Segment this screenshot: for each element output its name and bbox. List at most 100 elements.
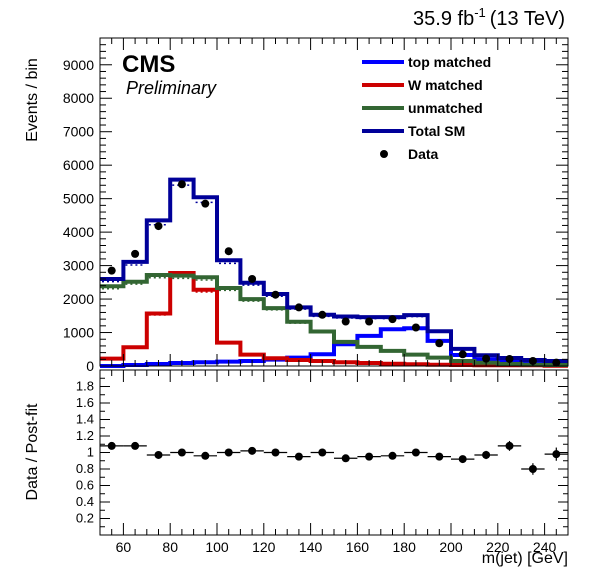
ratio-point	[334, 454, 358, 463]
ratio-y-tick-label: 0.4	[76, 494, 94, 509]
legend-label: W matched	[408, 77, 483, 93]
data-point-marker	[107, 266, 116, 275]
ratio-point	[310, 448, 334, 457]
ratio-y-axis-label: Data / Post-fit	[24, 403, 41, 500]
ratio-point-marker	[411, 448, 420, 457]
x-tick-label: 160	[346, 539, 370, 555]
data-point-marker	[294, 303, 303, 312]
ratio-point-marker	[248, 446, 257, 455]
ratio-point-marker	[365, 452, 374, 461]
data-point-marker	[201, 199, 210, 208]
data-point	[294, 303, 303, 312]
ratio-point-marker	[224, 448, 233, 457]
data-point-marker	[458, 350, 467, 359]
ratio-y-tick-label: 1.4	[76, 412, 94, 427]
data-point	[411, 323, 420, 332]
ratio-point-marker	[552, 450, 561, 459]
energy-label: (13 TeV)	[490, 8, 565, 30]
legend-label: Total SM	[408, 123, 465, 139]
legend-label: unmatched	[408, 100, 483, 116]
data-point-marker	[341, 317, 350, 326]
data-point	[201, 199, 210, 208]
x-tick-label: 100	[205, 539, 229, 555]
ratio-axes: 0.2 0.40.6 0.81 1.21.4 1.61.8 60 80 100 120 140 16…	[24, 369, 569, 567]
ratio-point-marker	[435, 452, 444, 461]
ratio-point-marker	[388, 451, 397, 460]
ratio-point	[123, 441, 147, 450]
ratio-y-tick-label: 0.6	[76, 478, 94, 493]
ratio-points-layer	[100, 440, 568, 475]
data-point-marker	[131, 249, 140, 258]
data-point	[318, 310, 327, 319]
data-point	[131, 249, 140, 258]
x-tick-label: 140	[299, 539, 323, 555]
y-tick-label: 3000	[63, 258, 94, 274]
legend: top matched W matched unmatched Total SM Dat…	[362, 54, 491, 162]
x-tick-label: 180	[393, 539, 417, 555]
ratio-point	[263, 448, 288, 457]
ratio-point	[427, 452, 451, 461]
ratio-point	[357, 452, 381, 461]
data-point-marker	[224, 247, 233, 256]
data-point	[271, 290, 280, 299]
data-point	[177, 180, 186, 189]
ratio-point	[170, 448, 194, 457]
legend-item-top-matched: top matched	[362, 54, 491, 70]
legend-label: Data	[408, 146, 439, 162]
data-point	[482, 354, 491, 363]
data-point	[365, 317, 374, 326]
data-point-marker	[248, 274, 257, 283]
data-point-marker	[482, 354, 491, 363]
main-series-layer	[100, 177, 568, 368]
ratio-point-marker	[201, 451, 210, 460]
ratio-point-marker	[341, 454, 350, 463]
ratio-point-marker	[107, 441, 116, 450]
ratio-point-marker	[482, 450, 491, 459]
x-axis-label: m(jet) [GeV]	[482, 550, 568, 567]
ratio-point-marker	[131, 441, 140, 450]
legend-item-total-sm: Total SM	[362, 123, 465, 139]
data-point	[505, 354, 514, 363]
ratio-y-tick-label: 1	[87, 445, 94, 460]
y-tick-label: 1000	[63, 325, 94, 341]
cms-logo-text: CMS	[122, 51, 175, 78]
data-point-marker	[271, 290, 280, 299]
ratio-point-marker	[505, 441, 514, 450]
ratio-point-marker	[458, 455, 467, 464]
ratio-y-tick-label: 0.2	[76, 511, 94, 526]
data-point-marker	[177, 180, 186, 189]
main-panel: 0 1000 2000 3000 4000 5000 6000 7000 8000 9000 Eve…	[24, 37, 569, 374]
data-point-marker	[505, 354, 514, 363]
ratio-point	[193, 451, 217, 460]
lumi-value: 35.9 fb	[413, 8, 474, 30]
ratio-point	[521, 463, 545, 475]
x-tick-label: 80	[162, 539, 178, 555]
ratio-y-tick-label: 1.8	[76, 379, 94, 394]
x-tick-label: 240	[533, 539, 557, 555]
y-tick-label: 5000	[63, 191, 94, 207]
data-point-marker	[388, 315, 397, 324]
data-point	[341, 317, 350, 326]
ratio-y-tick-label: 0.8	[76, 461, 94, 476]
ratio-point	[404, 448, 428, 457]
ratio-point	[240, 446, 264, 455]
data-point	[435, 339, 444, 348]
y-tick-label: 7000	[63, 124, 94, 140]
x-tick-label: 200	[439, 539, 463, 555]
lumi-exponent: -1	[474, 5, 486, 20]
ratio-point	[544, 447, 568, 461]
data-point-marker	[411, 323, 420, 332]
y-tick-label: 2000	[63, 291, 94, 307]
data-point	[388, 315, 397, 324]
y-tick-label: 9000	[63, 57, 94, 73]
x-tick-label: 120	[252, 539, 276, 555]
legend-item-data: Data	[380, 146, 439, 162]
ratio-panel: 0.2 0.40.6 0.81 1.21.4 1.61.8 60 80 100 120 140 16…	[24, 369, 569, 567]
ratio-point-marker	[154, 450, 163, 459]
data-point-marker	[154, 222, 163, 231]
main-axes: 0 1000 2000 3000 4000 5000 6000 7000 8000 9000 Eve…	[24, 37, 569, 374]
ratio-point-marker	[318, 448, 327, 457]
data-point	[154, 222, 163, 231]
y-tick-label: 6000	[63, 157, 94, 173]
ratio-y-tick-label: 1.6	[76, 395, 94, 410]
